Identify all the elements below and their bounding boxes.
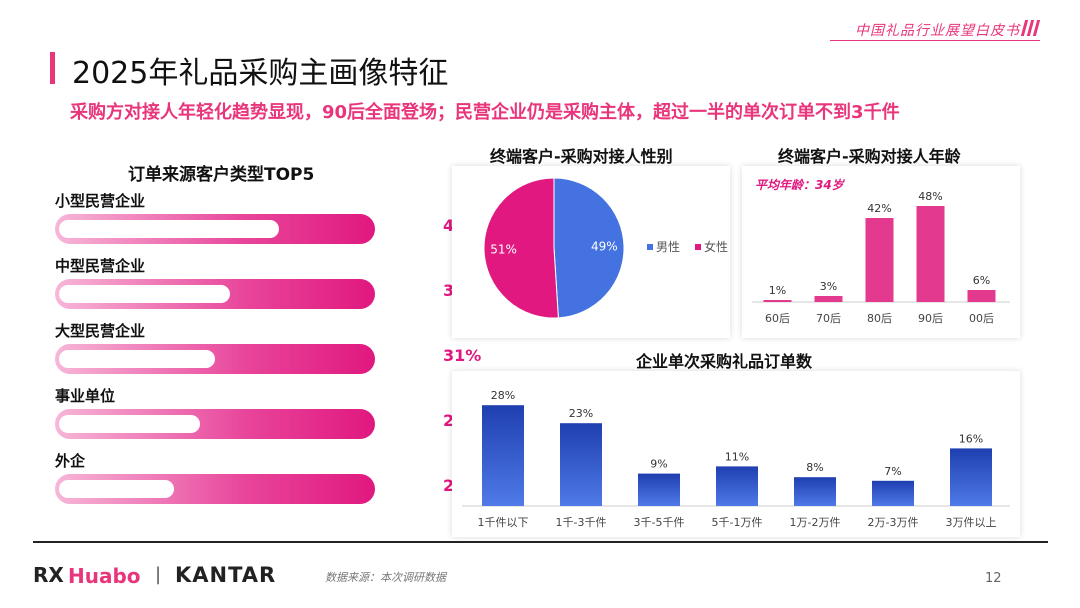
order-size-bar — [872, 480, 914, 506]
age-bar — [814, 296, 843, 302]
order-size-bar — [794, 477, 836, 506]
order-size-value-label: 16% — [959, 432, 983, 445]
top5-bar-row: 中型民营企业35% — [55, 255, 481, 309]
age-value-label: 48% — [918, 190, 942, 203]
top5-bar — [55, 279, 375, 309]
age-category-label: 90后 — [918, 312, 943, 325]
age-category-label: 70后 — [816, 312, 841, 325]
top5-bar — [55, 344, 375, 374]
order-size-value-label: 11% — [725, 450, 749, 463]
order-size-chart-title: 企业单次采购礼品订单数 — [636, 352, 813, 371]
order-size-value-label: 9% — [650, 458, 667, 471]
order-size-category-label: 3万件以上 — [946, 516, 997, 529]
top5-bar-row: 大型民营企业 31% — [55, 320, 481, 374]
order-size-category-label: 3千-5千件 — [634, 516, 685, 529]
average-age-annotation: 平均年龄：34岁 — [755, 178, 844, 192]
age-category-label: 80后 — [867, 312, 892, 325]
page-number: 12 — [985, 571, 1002, 586]
pie-slice — [553, 177, 625, 319]
logo-separator: | — [155, 564, 162, 585]
data-source-note: 数据来源：本次调研数据 — [325, 571, 446, 584]
rx-logo: RX — [33, 563, 64, 587]
top5-category-label: 中型民营企业 — [55, 257, 146, 275]
top5-bar-highlight — [59, 415, 200, 433]
order-size-bar — [716, 466, 758, 506]
order-size-bar — [950, 448, 992, 506]
page-title: 2025年礼品采购主画像特征 — [72, 56, 449, 91]
age-value-label: 6% — [973, 274, 990, 287]
order-size-category-label: 1千件以下 — [478, 516, 529, 529]
top5-category-label: 小型民营企业 — [55, 192, 146, 210]
pie-value-label: 49% — [591, 239, 618, 253]
footer-divider — [33, 541, 1048, 543]
pie-slice — [483, 177, 559, 319]
gender-chart-title: 终端客户-采购对接人性别 — [490, 147, 673, 166]
order-size-category-label: 5千-1万件 — [712, 516, 763, 529]
title-accent-bar — [50, 52, 55, 84]
age-bar — [763, 300, 792, 302]
age-bar-chart: 1% 60后 3% 70后 42% 80后 48% 90后 6% 00后 — [752, 190, 1010, 325]
order-size-bar — [638, 473, 680, 506]
gender-pie-chart: 49% 51% 男性 女性 — [483, 177, 728, 319]
legend-label: 女性 — [704, 239, 728, 254]
age-value-label: 1% — [769, 284, 786, 297]
order-size-bar-chart: 28% 1千件以下 23% 1千-3千件 9% 3千-5千件 11% 5千-1万件 8% 1万-2… — [462, 389, 1010, 529]
header-divider — [830, 40, 1040, 41]
age-value-label: 3% — [820, 280, 837, 293]
top5-bar-highlight — [59, 350, 215, 368]
top5-bar-row: 外企20% — [55, 450, 481, 504]
kantar-logo: KANTAR — [175, 563, 277, 587]
top5-bar — [55, 409, 375, 439]
order-size-bar — [560, 423, 602, 506]
report-series-tag: 中国礼品行业展望白皮书 — [855, 23, 1020, 39]
page-subtitle: 采购方对接人年轻化趋势显现，90后全面登场；民营企业仍是采购主体，超过一半的单次… — [70, 102, 900, 123]
order-size-category-label: 2万-3万件 — [868, 516, 919, 529]
order-size-value-label: 7% — [884, 465, 901, 478]
order-size-category-label: 1万-2万件 — [790, 516, 841, 529]
order-size-panel — [452, 371, 1020, 537]
age-value-label: 42% — [867, 202, 891, 215]
order-size-category-label: 1千-3千件 — [556, 516, 607, 529]
legend-label: 男性 — [656, 240, 680, 254]
age-category-label: 60后 — [765, 312, 790, 325]
top5-bar-highlight — [59, 220, 279, 238]
legend-swatch — [647, 244, 653, 250]
top5-category-label: 外企 — [55, 452, 86, 470]
order-size-value-label: 23% — [569, 407, 593, 420]
pie-value-label: 51% — [490, 243, 517, 257]
order-size-value-label: 28% — [491, 389, 515, 402]
age-bar — [865, 218, 894, 302]
order-size-bar — [482, 405, 524, 506]
top5-bar-highlight — [59, 285, 230, 303]
top5-chart-title: 订单来源客户类型TOP5 — [128, 165, 315, 185]
top5-bar — [55, 474, 375, 504]
huabo-logo: Huabo — [68, 564, 141, 588]
top5-bar-row: 事业单位27% — [55, 385, 481, 439]
age-chart-title: 终端客户-采购对接人年龄 — [778, 147, 961, 166]
top5-bar-row: 小型民营企业48% — [55, 190, 481, 244]
top5-category-label: 事业单位 — [55, 387, 116, 405]
age-bar — [967, 290, 996, 302]
legend-swatch — [695, 244, 701, 250]
header-stripes-icon — [1020, 20, 1041, 36]
top5-value-label: 31% — [443, 346, 482, 365]
order-size-value-label: 8% — [806, 461, 823, 474]
top5-category-label: 大型民营企业 — [55, 322, 146, 340]
top5-bar-highlight — [59, 480, 174, 498]
age-bar — [916, 206, 945, 302]
top5-bar — [55, 214, 375, 244]
age-category-label: 00后 — [969, 312, 994, 325]
